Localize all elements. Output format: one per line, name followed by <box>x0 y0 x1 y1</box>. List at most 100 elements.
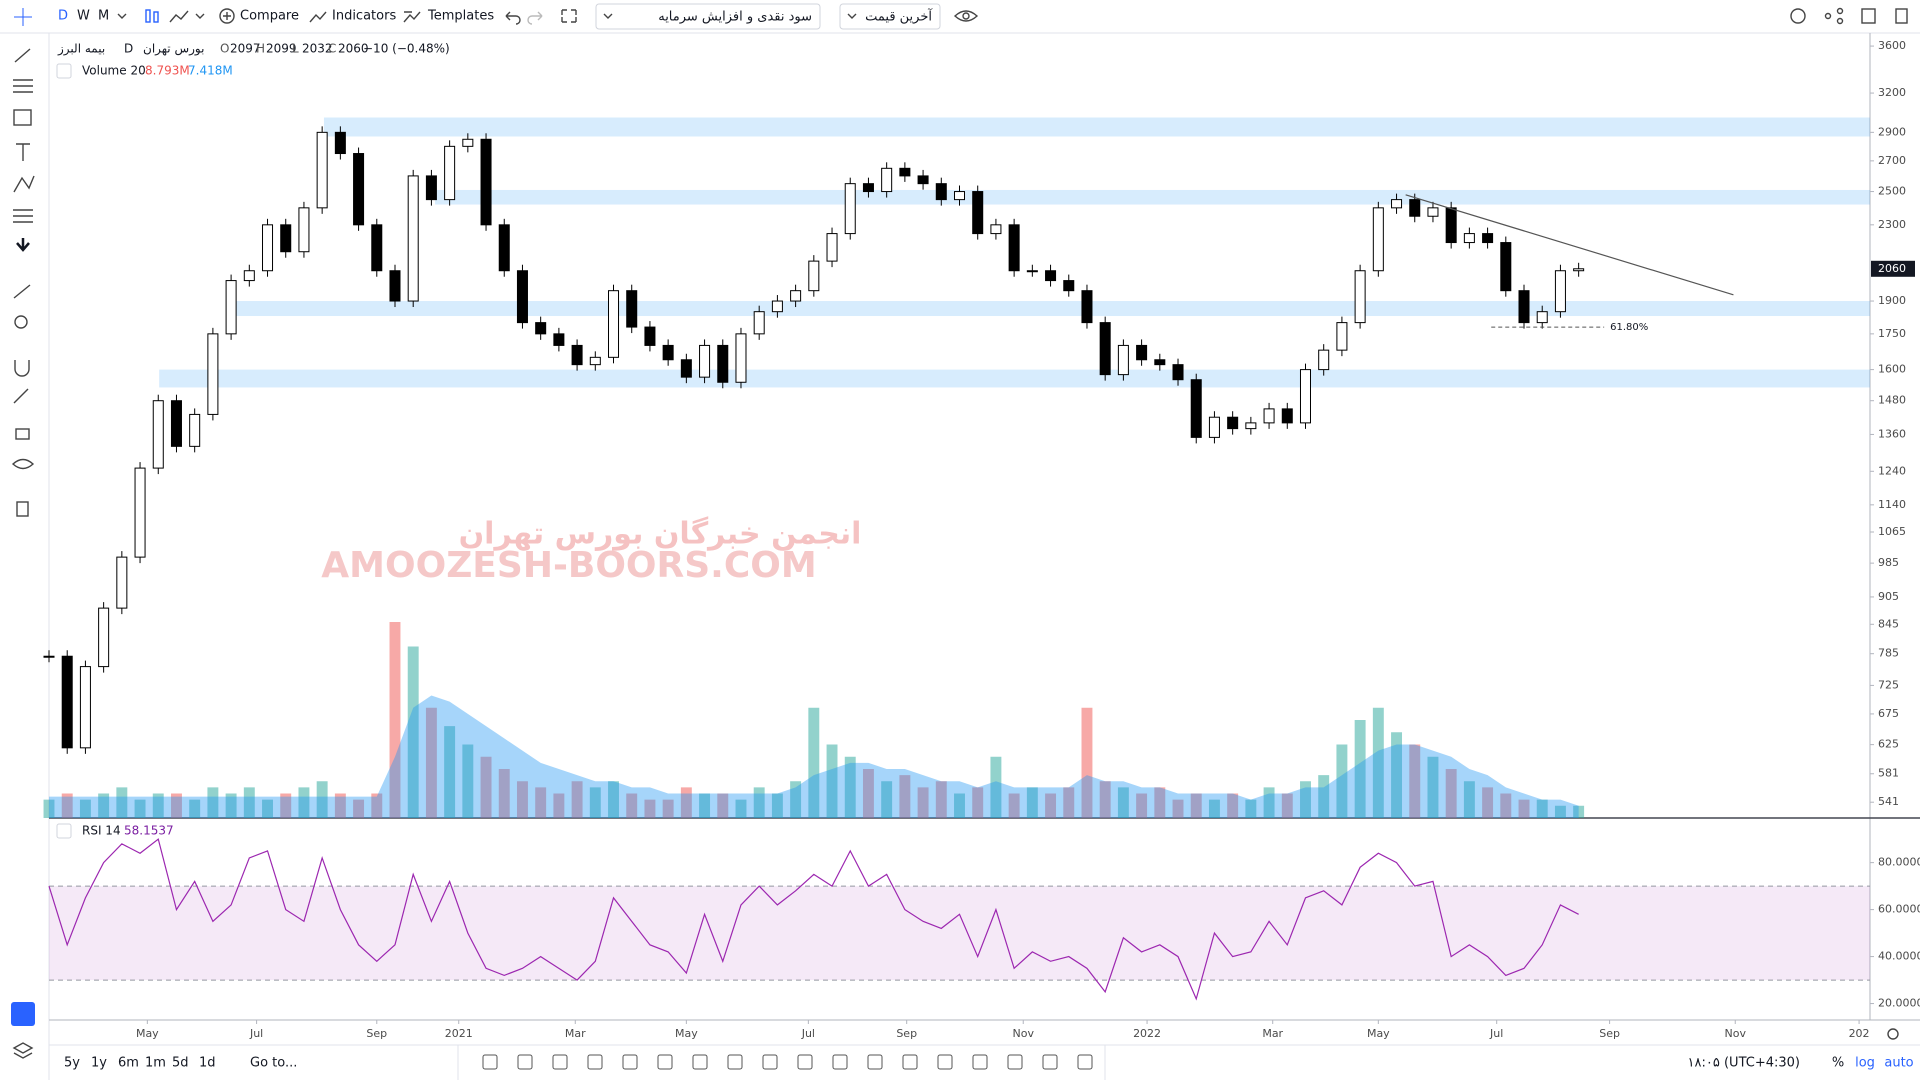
tool-icon[interactable] <box>727 1054 743 1070</box>
tool-icon[interactable] <box>692 1054 708 1070</box>
candle-body <box>79 666 91 749</box>
tool-icon[interactable] <box>902 1054 918 1070</box>
volume-bar <box>1026 787 1038 818</box>
collapse-button[interactable] <box>56 823 72 839</box>
last-price-label: 2060 <box>1878 262 1906 275</box>
drawing-tools[interactable] <box>11 48 35 517</box>
range-button[interactable]: 1m <box>145 1056 166 1071</box>
layers-icon[interactable] <box>12 1042 34 1059</box>
range-button[interactable]: 6m <box>118 1056 139 1071</box>
rsi-label: RSI 14 <box>82 824 121 838</box>
volume-bar <box>626 793 638 818</box>
dividends-dropdown[interactable] <box>595 3 821 30</box>
undo-icon[interactable] <box>505 11 521 25</box>
volume-bar <box>1391 732 1403 818</box>
dropdown-icon[interactable] <box>195 13 205 19</box>
volume-bar <box>1354 720 1366 818</box>
interval-button[interactable]: M <box>98 9 109 24</box>
tool-icon[interactable] <box>552 1054 568 1070</box>
tool-icon[interactable] <box>972 1054 988 1070</box>
range-button[interactable]: 1y <box>91 1056 107 1071</box>
axis-settings-icon[interactable] <box>1887 1028 1899 1040</box>
candle-body <box>826 233 838 262</box>
settings-icon[interactable] <box>1790 8 1806 24</box>
indicators-icon[interactable] <box>309 11 327 23</box>
visibility-icon[interactable] <box>953 10 979 22</box>
volume-bar <box>826 744 838 818</box>
log-toggle[interactable]: log <box>1855 1056 1875 1071</box>
volume-bar <box>116 787 128 818</box>
exchange: بورس تهران <box>143 42 204 57</box>
collapse-button[interactable] <box>56 63 72 79</box>
candle-body <box>862 183 874 193</box>
candle-style-icon[interactable] <box>145 9 159 23</box>
candle-body <box>1573 268 1585 272</box>
fib-label: 61.80% <box>1610 322 1648 333</box>
range-button[interactable]: 1d <box>199 1056 216 1071</box>
redo-icon[interactable] <box>527 11 543 25</box>
crosshair-icon[interactable] <box>14 8 32 26</box>
candle-body <box>1391 199 1403 209</box>
screenshot-icon[interactable] <box>1861 8 1876 24</box>
line-style-icon[interactable] <box>169 10 189 23</box>
indicators-label[interactable]: Indicators <box>332 9 396 24</box>
volume-bar <box>425 707 437 818</box>
tool-icon[interactable] <box>1007 1054 1023 1070</box>
dropdown-icon <box>847 13 857 19</box>
templates-icon[interactable] <box>403 11 421 23</box>
tool-icon[interactable] <box>867 1054 883 1070</box>
price-source-dropdown[interactable] <box>839 3 941 30</box>
percent-toggle[interactable]: % <box>1832 1056 1844 1071</box>
volume-bar <box>1081 707 1093 818</box>
tool-icon[interactable] <box>482 1054 498 1070</box>
price-source-label[interactable]: آخرین قیمت <box>865 8 933 25</box>
tool-icon[interactable] <box>762 1054 778 1070</box>
tool-icon[interactable] <box>797 1054 813 1070</box>
range-button[interactable]: 5y <box>64 1056 80 1071</box>
trash-icon[interactable] <box>1895 8 1908 24</box>
tool-icon[interactable] <box>657 1054 673 1070</box>
ohlc-value: 2032 <box>302 42 333 56</box>
compare-button[interactable] <box>219 8 235 24</box>
rsi-tick-label: 20.0000 <box>1878 997 1920 1010</box>
bottom-drawing-tools[interactable] <box>482 1054 1093 1070</box>
volume-bar <box>699 793 711 818</box>
dropdown-icon <box>603 13 613 19</box>
candle-body <box>844 183 856 235</box>
tool-icon[interactable] <box>1042 1054 1058 1070</box>
candle-body <box>1008 224 1020 272</box>
interval-button[interactable]: D <box>58 9 68 24</box>
volume-bar <box>1427 756 1439 818</box>
candle-body <box>1409 199 1421 217</box>
templates-label[interactable]: Templates <box>427 9 494 24</box>
fullscreen-icon[interactable] <box>561 9 577 23</box>
volume-bar <box>134 799 146 818</box>
tool-icon[interactable] <box>832 1054 848 1070</box>
tool-icon[interactable] <box>517 1054 533 1070</box>
rsi-tick-label: 80.0000 <box>1878 856 1920 869</box>
y-tick-label: 1750 <box>1878 327 1906 340</box>
share-icon[interactable] <box>1824 7 1844 25</box>
favorites-button[interactable] <box>11 1002 35 1026</box>
tool-icon[interactable] <box>587 1054 603 1070</box>
candle-body <box>771 300 783 313</box>
compare-label[interactable]: Compare <box>240 9 299 24</box>
range-button[interactable]: 5d <box>172 1056 189 1071</box>
price-zone <box>232 301 1870 317</box>
volume-bar <box>808 707 820 818</box>
auto-toggle[interactable]: auto <box>1884 1056 1913 1071</box>
candle-body <box>1318 349 1330 371</box>
goto-button[interactable]: Go to... <box>250 1056 297 1071</box>
interval-button[interactable]: W <box>77 9 90 24</box>
dividends-label[interactable]: سود نقدی و افزایش سرمایه <box>658 10 812 25</box>
tool-icon[interactable] <box>937 1054 953 1070</box>
tool-icon[interactable] <box>622 1054 638 1070</box>
tool-icon[interactable] <box>1077 1054 1093 1070</box>
volume-bar <box>753 787 765 818</box>
dropdown-icon[interactable] <box>117 13 127 19</box>
y-tick-label: 1480 <box>1878 394 1906 407</box>
volume-bar <box>207 787 219 818</box>
candle-body <box>1281 408 1293 424</box>
candle-body <box>990 224 1002 235</box>
